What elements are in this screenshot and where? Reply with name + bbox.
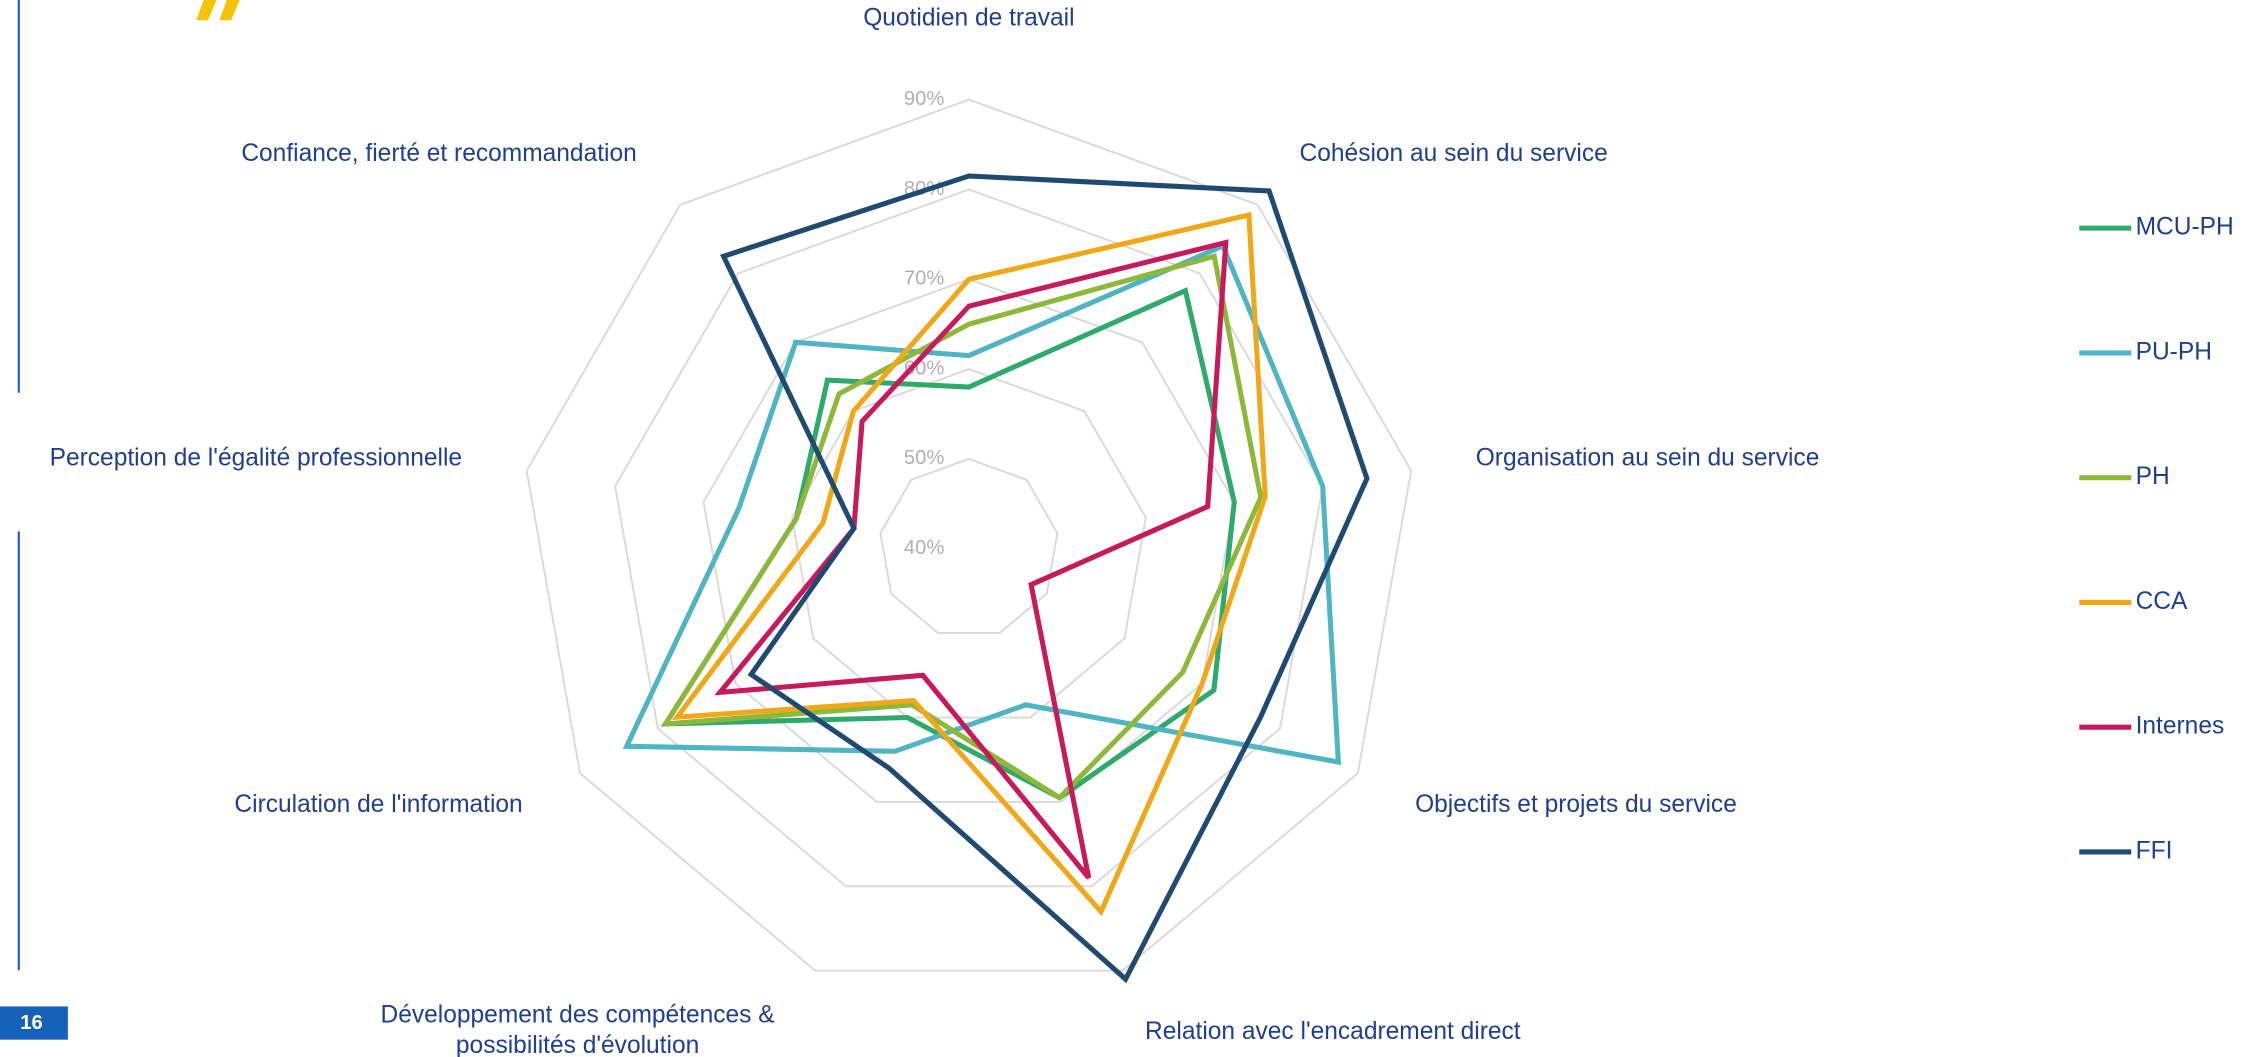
grid-ring: [525, 98, 1413, 972]
legend-label: PH: [2136, 463, 2170, 490]
quote-mark: [196, 0, 240, 21]
page-badge: [0, 1006, 68, 1040]
legend-label: CCA: [2136, 588, 2188, 615]
category-label: Développement des compétences & possibili…: [381, 1002, 775, 1057]
r-tick-label: 90%: [904, 88, 944, 110]
series-line: [671, 211, 1268, 917]
category-label: Quotidien de travail: [863, 4, 1074, 31]
legend-label: PU-PH: [2136, 338, 2212, 365]
r-tick-label: 50%: [904, 447, 944, 469]
r-tick-label: 40%: [904, 537, 944, 559]
grid-ring: [702, 278, 1236, 803]
category-label: Objectifs et projets du service: [1415, 791, 1737, 818]
category-label: Perception de l'égalité professionnelle: [50, 445, 462, 472]
series-line: [720, 173, 1370, 984]
legend-label: MCU-PH: [2136, 214, 2234, 241]
series-line: [714, 239, 1229, 880]
category-label: Confiance, fierté et recommandation: [241, 140, 636, 167]
legend-label: Internes: [2136, 713, 2225, 740]
series-line: [660, 287, 1237, 801]
category-label-line: Développement des compétences &: [381, 1002, 775, 1029]
grid-ring: [614, 188, 1324, 888]
category-label-line: possibilités d'évolution: [456, 1032, 699, 1057]
r-tick-label: 70%: [904, 268, 944, 290]
series-line: [622, 242, 1342, 766]
legend-label: FFI: [2136, 837, 2173, 864]
category-label: Circulation de l'information: [234, 791, 522, 818]
series-line: [660, 253, 1264, 801]
category-label: Relation avec l'encadrement direct: [1145, 1018, 1521, 1045]
grid-ring: [879, 457, 1059, 635]
page-number: 16: [20, 1012, 42, 1034]
category-label: Organisation au sein du service: [1476, 445, 1820, 472]
category-label: Cohésion au sein du service: [1300, 140, 1608, 167]
